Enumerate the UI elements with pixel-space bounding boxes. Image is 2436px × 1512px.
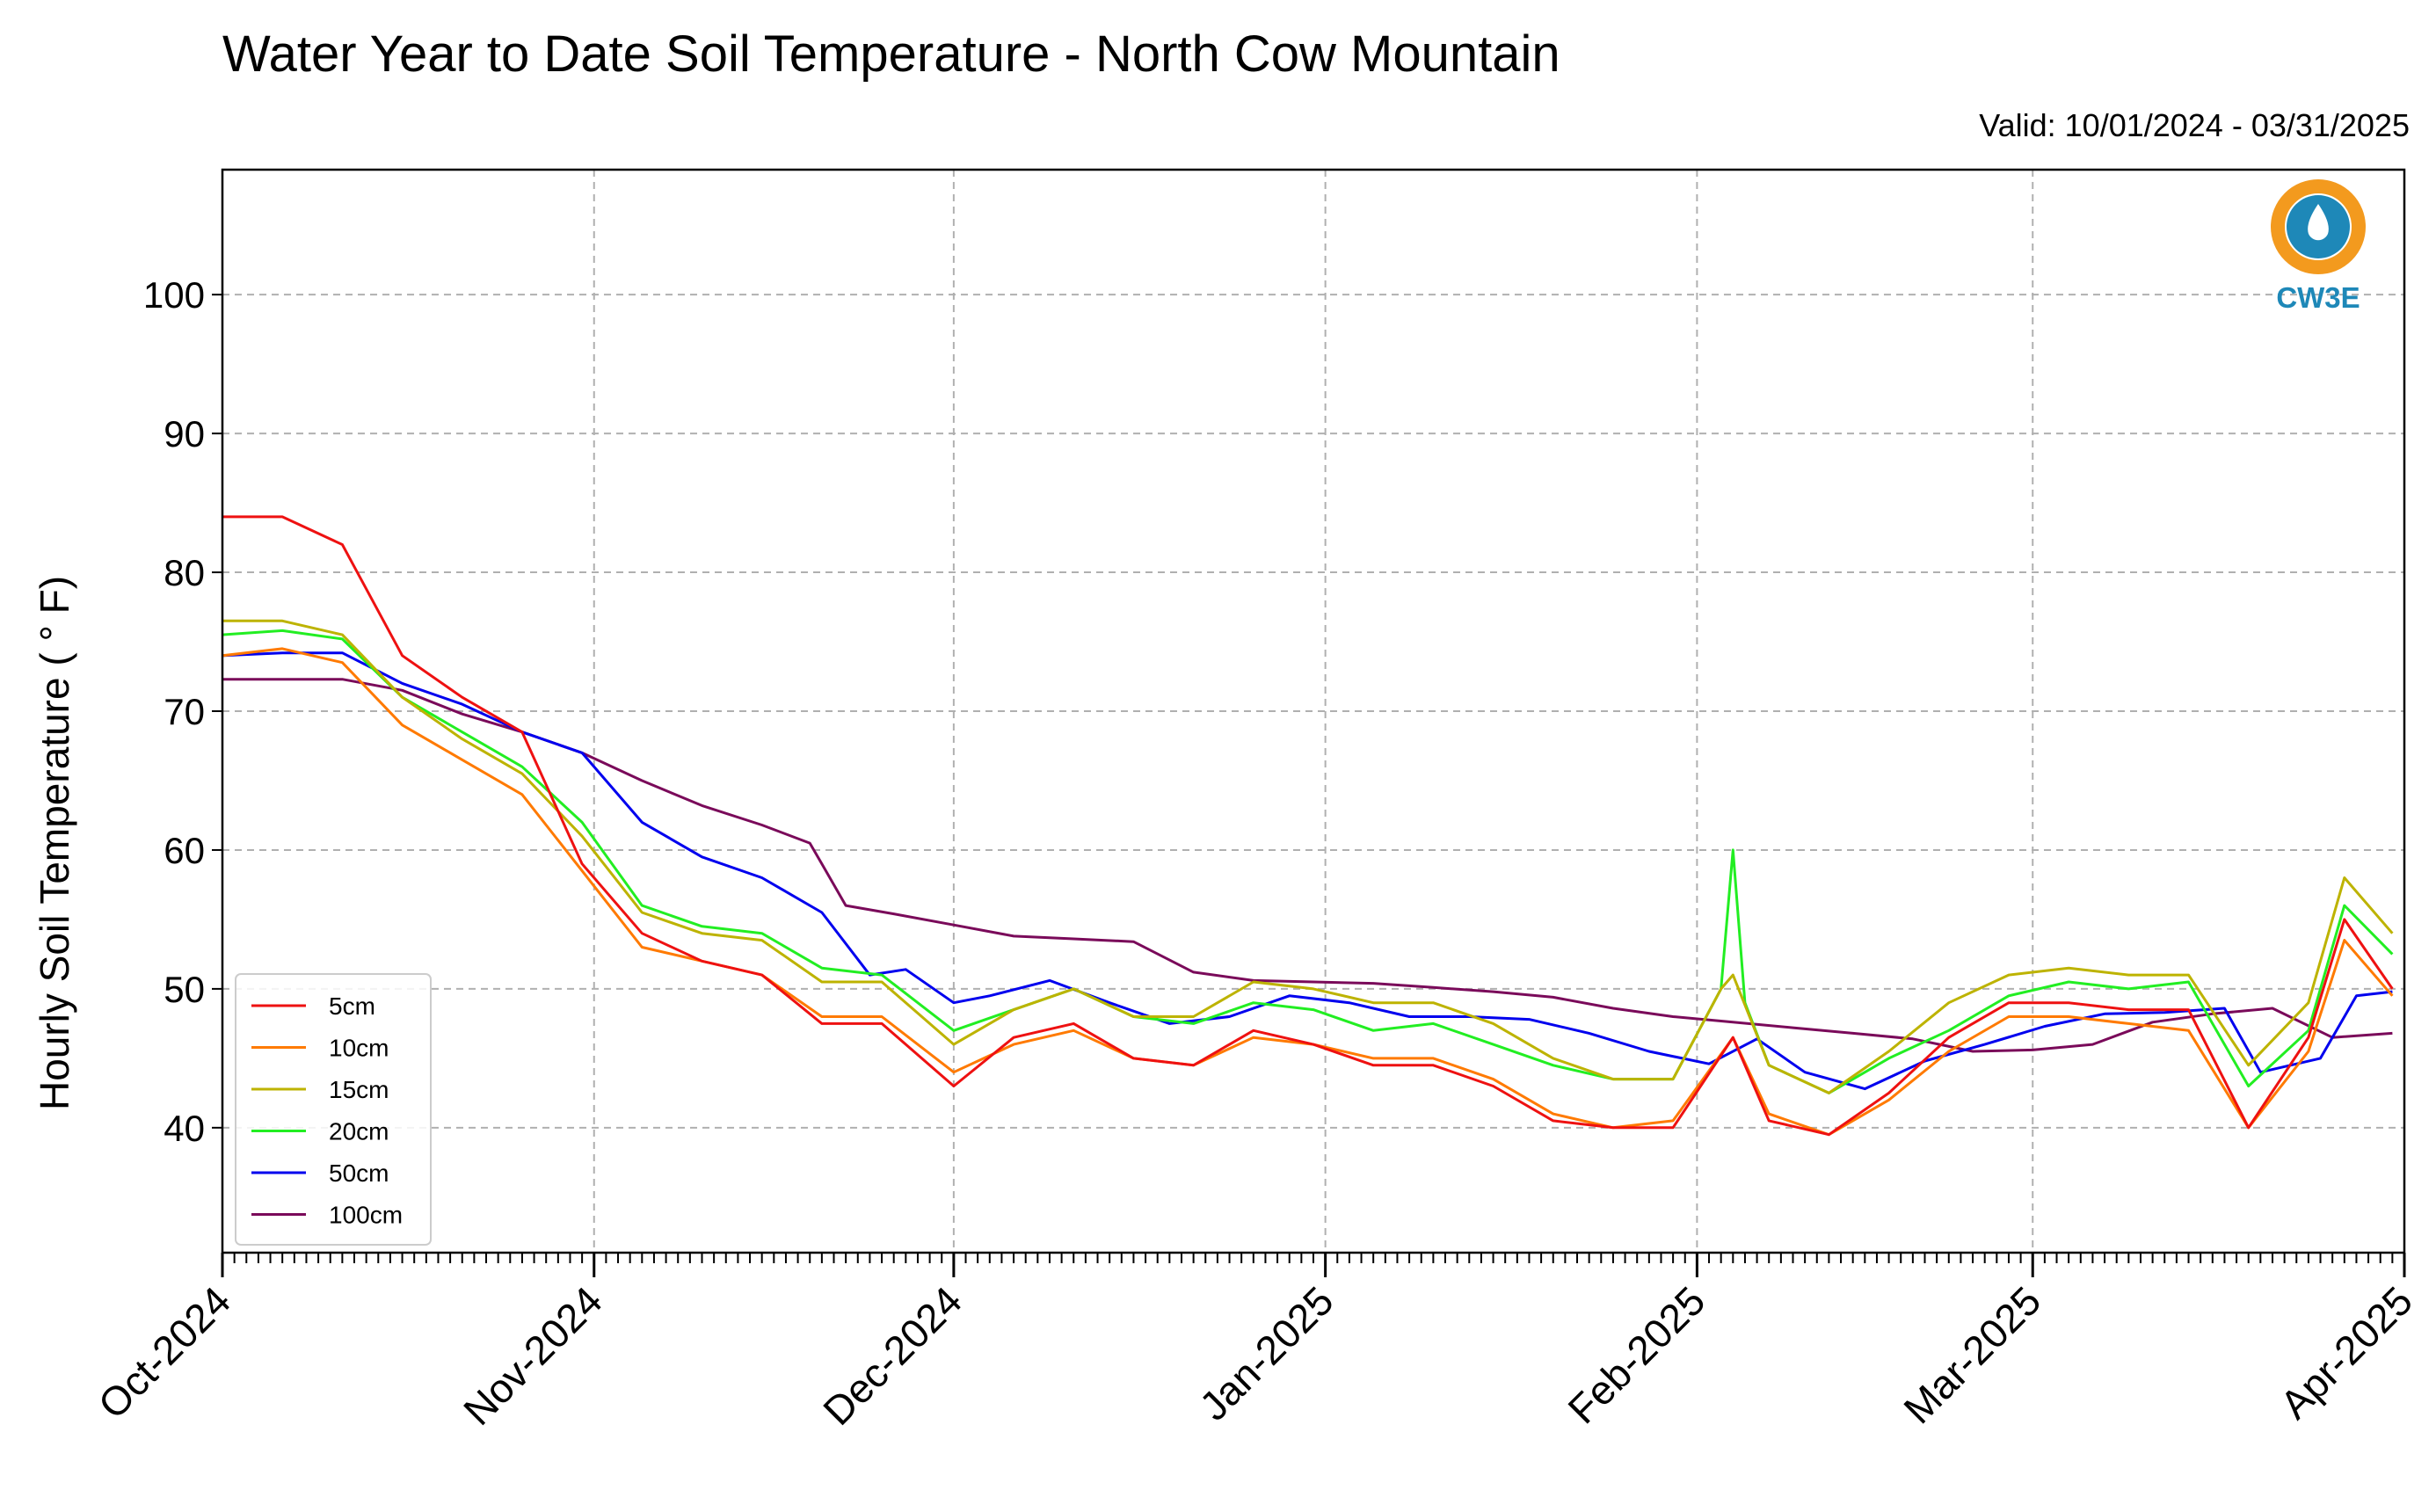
series-line-50cm	[222, 651, 2393, 1091]
legend-label-15cm: 15cm	[329, 1076, 389, 1103]
x-tick-label: Jan-2025	[1190, 1277, 1342, 1428]
y-tick-label: 40	[164, 1108, 205, 1149]
valid-date-range: Valid: 10/01/2024 - 03/31/2025	[1979, 107, 2410, 143]
x-tick-label: Nov-2024	[454, 1277, 611, 1434]
y-tick-label: 100	[143, 274, 205, 316]
y-tick-label: 70	[164, 691, 205, 732]
series-line-5cm	[222, 515, 2394, 1137]
series-lines	[222, 515, 2394, 1137]
legend-label-10cm: 10cm	[329, 1035, 389, 1062]
legend-label-20cm: 20cm	[329, 1118, 389, 1145]
series-line-20cm	[222, 629, 2394, 1094]
logo-ring	[2271, 179, 2366, 274]
legend-label-5cm: 5cm	[329, 992, 375, 1020]
series-line-15cm	[222, 619, 2394, 1094]
chart-title: Water Year to Date Soil Temperature - No…	[222, 25, 1560, 83]
x-tick-label: Dec-2024	[814, 1277, 971, 1434]
x-tick-label: Mar-2025	[1894, 1277, 2049, 1432]
legend-box	[235, 973, 432, 1246]
logo-drop-icon	[2308, 204, 2329, 241]
series-line-10cm	[222, 647, 2394, 1137]
y-tick-label: 80	[164, 552, 205, 593]
legend-label-50cm: 50cm	[329, 1159, 389, 1187]
legend-label-100cm: 100cm	[329, 1202, 403, 1229]
x-tick-label: Feb-2025	[1559, 1277, 1713, 1432]
y-tick-label: 50	[164, 969, 205, 1010]
grid-lines	[222, 170, 2405, 1253]
x-tick-label: Apr-2025	[2271, 1277, 2421, 1428]
legend: 5cm 10cm 15cm 20cm 50cm 100cm	[235, 973, 432, 1246]
y-tick-label: 90	[164, 413, 205, 454]
x-tick-label: Oct-2024	[90, 1277, 240, 1428]
plot-frame	[221, 168, 2406, 1254]
logo-text: CW3E	[2276, 281, 2360, 314]
y-axis-label: Hourly Soil Temperature ( ° F)	[32, 576, 77, 1110]
cw3e-logo: CW3E	[2271, 179, 2366, 314]
series-line-100cm	[222, 678, 2393, 1053]
y-tick-label: 60	[164, 830, 205, 871]
